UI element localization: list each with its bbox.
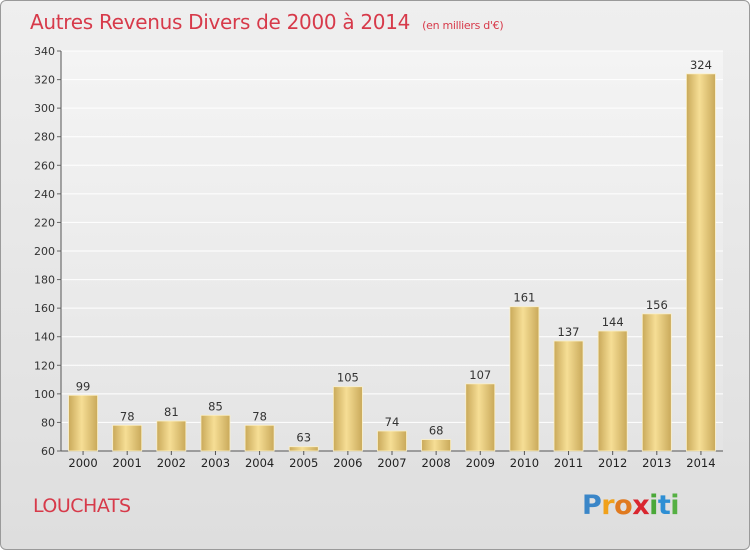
bar-value-label: 85 (208, 399, 223, 413)
x-tick-label: 2000 (68, 456, 97, 470)
x-tick-label: 2010 (510, 456, 539, 470)
bar-value-label: 105 (337, 371, 359, 385)
y-tick-label: 80 (41, 416, 55, 429)
bar-value-label: 74 (385, 415, 400, 429)
x-tick-label: 2011 (554, 456, 583, 470)
bar (597, 330, 628, 452)
proxiti-logo: Proxiti (582, 490, 680, 521)
x-tick-label: 2008 (421, 456, 450, 470)
bar-value-label: 78 (120, 409, 135, 423)
y-tick-label: 340 (34, 45, 55, 58)
bar-value-label: 156 (646, 298, 668, 312)
x-tick-label: 2009 (466, 456, 495, 470)
chart-title-block: Autres Revenus Divers de 2000 à 2014 (en… (30, 10, 504, 34)
x-tick-label: 2005 (289, 456, 318, 470)
chart-title: Autres Revenus Divers de 2000 à 2014 (30, 10, 411, 34)
y-tick-label: 280 (34, 131, 55, 144)
y-tick-label: 200 (34, 245, 55, 258)
x-tick-label: 2007 (377, 456, 406, 470)
y-tick-label: 180 (34, 274, 55, 287)
bar (200, 414, 231, 452)
bar-value-label: 137 (558, 325, 580, 339)
bar (244, 424, 275, 452)
bar-value-label: 81 (164, 405, 179, 419)
logo-letter: t (657, 490, 671, 521)
logo-letter: x (632, 490, 650, 521)
logo-letter: i (670, 490, 680, 521)
y-tick-label: 120 (34, 359, 55, 372)
bar (553, 340, 584, 452)
bar-value-label: 78 (252, 409, 267, 423)
x-tick-label: 2012 (598, 456, 627, 470)
y-tick-label: 140 (34, 331, 55, 344)
x-tick-label: 2003 (201, 456, 230, 470)
logo-letter: r (601, 490, 615, 521)
bar-value-label: 63 (296, 431, 311, 445)
chart-subtitle: (en milliers d'€) (422, 19, 504, 32)
bar (421, 439, 452, 452)
bar (686, 73, 716, 452)
bar (112, 424, 143, 452)
bar-value-label: 107 (469, 368, 491, 382)
x-tick-label: 2006 (333, 456, 362, 470)
y-tick-label: 160 (34, 302, 55, 315)
y-tick-label: 60 (41, 445, 55, 458)
bar-value-label: 324 (690, 58, 712, 72)
logo-letter: P (582, 490, 602, 521)
x-tick-label: 2014 (686, 456, 715, 470)
bar (332, 386, 363, 452)
bar (288, 446, 319, 452)
y-tick-label: 260 (34, 159, 55, 172)
y-tick-label: 240 (34, 188, 55, 201)
x-tick-label: 2001 (113, 456, 142, 470)
y-tick-label: 300 (34, 102, 55, 115)
logo-letter: i (649, 490, 658, 521)
logo-letter: o (614, 490, 633, 521)
x-tick-label: 2013 (642, 456, 671, 470)
bar (641, 313, 672, 452)
bar (68, 394, 98, 452)
y-tick-label: 100 (34, 388, 55, 401)
bar (509, 306, 540, 452)
bar (156, 420, 187, 452)
y-tick-label: 320 (34, 74, 55, 87)
bar-value-label: 144 (602, 315, 624, 329)
bar-value-label: 68 (429, 424, 444, 438)
y-tick-label: 220 (34, 216, 55, 229)
bar-value-label: 161 (513, 291, 535, 305)
location-name: LOUCHATS (33, 495, 131, 517)
bar (377, 430, 407, 452)
x-tick-label: 2002 (157, 456, 186, 470)
x-tick-label: 2004 (245, 456, 274, 470)
bar-value-label: 99 (76, 379, 91, 393)
bar (465, 383, 496, 452)
